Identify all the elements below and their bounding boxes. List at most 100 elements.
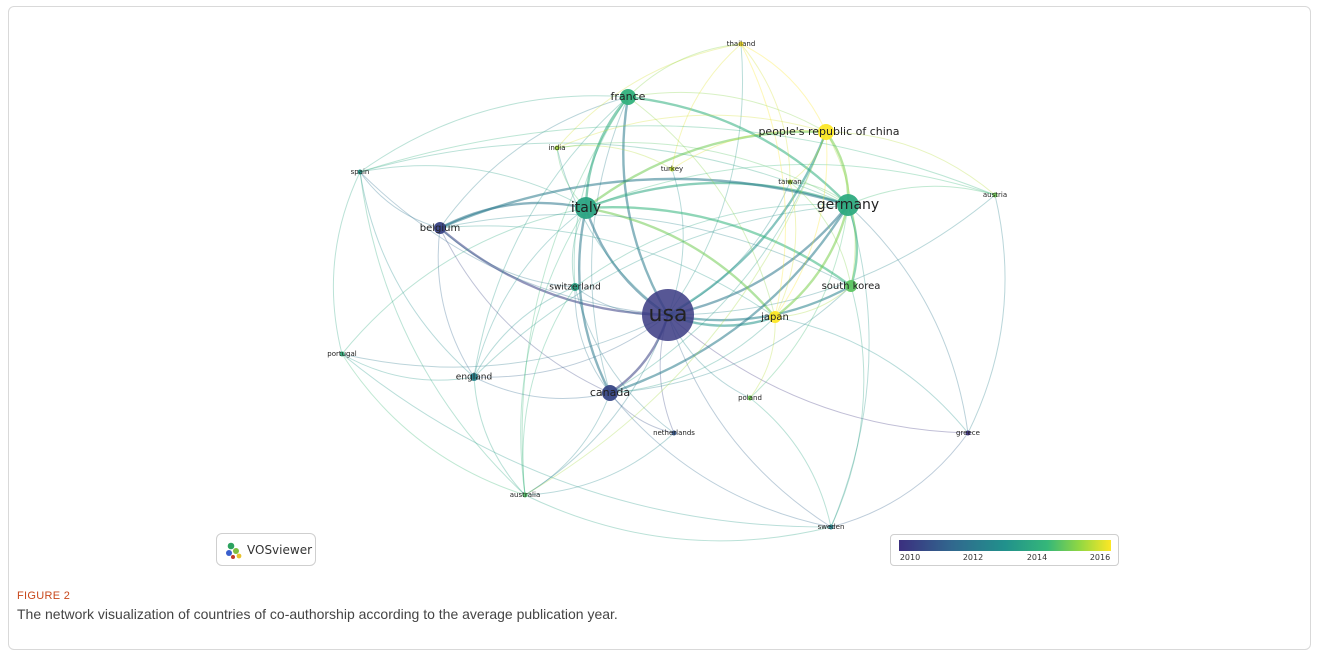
figure-caption: The network visualization of countries o… [17,606,618,622]
node-label-australia: australia [510,491,540,499]
link-germany-japan [774,204,850,318]
node-poland[interactable] [747,395,753,401]
node-france[interactable] [620,89,636,105]
node-label-sweden: sweden [818,523,845,531]
link-italy-austria [585,163,996,209]
node-china[interactable] [818,124,834,140]
link-switzerland-netherlands [574,286,675,434]
link-canada-japan [609,316,776,394]
link-netherlands-australia [524,432,675,496]
node-italy[interactable] [575,197,597,219]
link-canada-england [473,376,611,400]
link-belgium-japan [439,225,776,318]
link-usa-portugal [341,314,669,368]
link-china-austria [825,131,996,196]
link-china-turkey [671,129,827,170]
link-germany-england [473,204,849,378]
node-label-portugal: portugal [327,350,357,358]
link-usa-greece [667,314,969,434]
node-belgium[interactable] [434,222,446,234]
link-germany-india [556,142,849,206]
node-india[interactable] [554,145,560,151]
node-label-belgium: belgium [420,223,460,234]
node-turkey[interactable] [669,166,675,172]
link-china-australia [524,131,827,496]
node-japan[interactable] [769,311,781,323]
node-label-poland: poland [738,394,762,402]
link-portugal-australia [341,353,526,496]
link-england-spain [359,171,475,378]
figure-label: FIGURE 2 [17,590,71,602]
link-france-china [627,91,827,133]
color-scale-bar [899,540,1111,551]
node-thailand[interactable] [738,41,744,47]
link-japan-greece [774,316,969,434]
node-spain[interactable] [357,169,363,175]
link-belgium-england [437,227,475,378]
node-label-turkey: turkey [661,165,683,173]
link-belgium-southkorea [439,213,852,287]
node-label-greece: greece [956,429,980,437]
node-canada[interactable] [602,385,618,401]
link-canada-southkorea [609,285,852,394]
link-thailand-japan [740,43,786,318]
link-canada-sweden [609,392,832,528]
link-belgium-spain [359,171,441,229]
link-usa-australia [524,314,669,496]
node-greece[interactable] [965,430,971,436]
link-japan-poland [749,316,776,399]
legend-tick: 2016 [1089,553,1111,562]
node-netherlands[interactable] [671,430,677,436]
node-label-taiwan: taiwan [778,178,801,186]
node-germany[interactable] [837,194,859,216]
node-label-china: people's republic of china [758,125,899,138]
link-usa-spain [359,171,669,316]
node-label-canada: canada [590,386,630,399]
node-label-india: india [548,144,565,152]
node-label-italy: italy [571,200,601,216]
link-england-portugal [341,353,475,381]
link-germany-poland [749,204,849,399]
color-scale-legend: 2010 2012 2014 2016 [890,534,1119,566]
node-label-southkorea: south korea [822,281,881,292]
link-france-thailand [627,43,742,98]
link-italy-southkorea [585,206,852,287]
link-italy-england [473,207,587,378]
link-usa-sweden [667,314,832,528]
link-portugal-sweden [341,353,832,528]
node-label-germany: germany [817,197,879,213]
vosviewer-logo: VOSviewer [216,533,316,566]
legend-tick: 2014 [1026,553,1048,562]
link-germany-sweden [830,204,870,528]
link-poland-sweden [749,397,832,528]
link-france-england [473,96,629,378]
node-sweden[interactable] [828,524,834,530]
node-australia[interactable] [522,492,528,498]
link-spain-australia [359,171,526,496]
node-england[interactable] [470,373,478,381]
link-germany-spain [359,142,849,206]
link-thailand-taiwan [740,43,791,183]
link-france-spain [359,95,629,173]
node-austria[interactable] [992,192,998,198]
node-portugal[interactable] [339,351,345,357]
link-france-australia [521,96,629,496]
link-france-switzerland [573,96,629,288]
node-taiwan[interactable] [787,179,793,185]
link-australia-sweden [524,494,832,542]
node-label-japan: japan [760,312,789,323]
node-switzerland[interactable] [571,283,579,291]
link-canada-australia [524,392,611,496]
node-southkorea[interactable] [845,280,857,292]
node-label-switzerland: switzerland [549,283,600,293]
link-usa-france [622,96,670,316]
node-label-england: england [456,373,492,383]
link-austria-greece [967,194,1006,434]
node-usa[interactable] [642,289,694,341]
link-belgium-switzerland [439,227,576,288]
link-canada-france [591,96,629,394]
link-thailand-india [556,43,742,149]
link-italy-portugal [341,207,587,355]
node-label-netherlands: netherlands [653,429,695,437]
link-china-thailand [740,43,827,133]
